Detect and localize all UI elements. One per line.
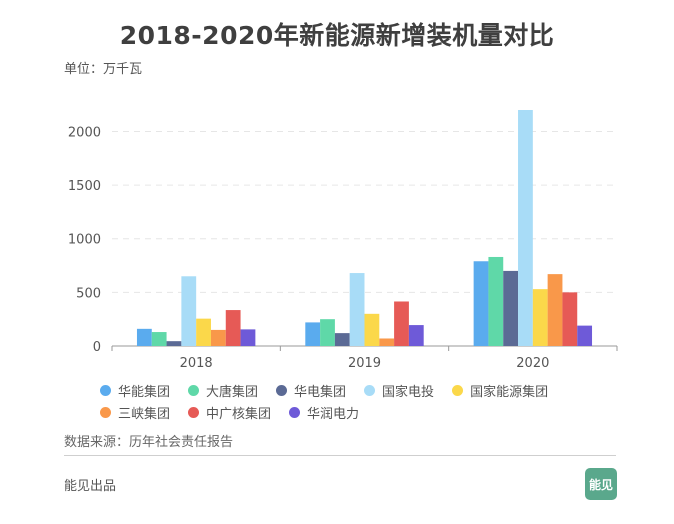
- legend-swatch: [188, 384, 200, 396]
- legend-label: 华润电力: [307, 406, 360, 422]
- bar: [240, 329, 256, 346]
- legend-item: 国家能源集团: [452, 381, 549, 400]
- bar: [151, 332, 167, 346]
- bar: [503, 270, 519, 346]
- bar: [136, 328, 152, 346]
- bar: [408, 325, 424, 346]
- legend-swatch: [100, 384, 111, 396]
- bar: [518, 110, 533, 346]
- bar-chart: 0 500 1000 1500 2000 2018 2019 2020: [68, 110, 618, 371]
- y-tick-label: 1500: [68, 179, 101, 194]
- legend-item: 国家电投: [364, 381, 435, 400]
- bar: [488, 256, 504, 346]
- bar: [334, 333, 350, 346]
- brand-logo: 能见: [585, 468, 617, 500]
- logo-text: 能见: [588, 477, 613, 492]
- bar: [577, 325, 593, 346]
- bar: [196, 318, 211, 346]
- bar: [225, 310, 241, 346]
- legend-swatch: [289, 406, 301, 418]
- legend-label: 大唐集团: [206, 384, 259, 400]
- legend-item: 华润电力: [289, 403, 360, 422]
- legend-label: 华电集团: [294, 384, 347, 400]
- legend-label: 三峡集团: [118, 406, 171, 422]
- legend-label: 国家电投: [382, 384, 435, 400]
- legend-swatch: [276, 384, 288, 396]
- legend-swatch: [100, 406, 111, 418]
- legend-label: 中广核集团: [206, 406, 272, 422]
- bar: [349, 273, 365, 346]
- y-tick-label: 2000: [68, 125, 101, 140]
- y-tick-label: 0: [93, 340, 101, 355]
- legend-swatch: [452, 384, 464, 396]
- data-source: 数据来源：历年社会责任报告: [64, 435, 234, 450]
- y-tick-label: 500: [76, 286, 101, 301]
- bar: [320, 319, 335, 346]
- bar: [210, 329, 226, 346]
- bar: [166, 341, 182, 346]
- legend-item: 华能集团: [100, 381, 171, 400]
- bar: [394, 301, 409, 346]
- y-tick-label: 1000: [68, 233, 101, 248]
- bar: [547, 274, 563, 346]
- legend-item: 中广核集团: [188, 403, 272, 422]
- divider: [64, 455, 616, 456]
- x-tick-label: 2019: [348, 356, 381, 371]
- unit-label: 单位：万千瓦: [64, 62, 143, 77]
- bar: [562, 292, 578, 346]
- bar: [305, 322, 321, 346]
- x-tick-label: 2020: [516, 356, 549, 371]
- chart-title: 2018-2020年新能源新增装机量对比: [119, 21, 555, 50]
- bar: [532, 289, 548, 346]
- legend-label: 华能集团: [118, 384, 171, 400]
- brand-label: 能见出品: [64, 479, 117, 494]
- bar: [379, 338, 395, 346]
- legend: 华能集团 大唐集团 华电集团 国家电投 国家能源集团三峡集团 中广核集团 华润电力: [100, 381, 620, 422]
- legend-item: 大唐集团: [188, 381, 259, 400]
- legend-swatch: [188, 406, 200, 418]
- legend-item: 三峡集团: [100, 403, 171, 422]
- legend-label: 国家能源集团: [470, 384, 549, 400]
- bar: [473, 261, 489, 346]
- x-tick-label: 2018: [180, 356, 213, 371]
- legend-swatch: [364, 384, 376, 396]
- legend-item: 华电集团: [276, 381, 347, 400]
- bar: [364, 313, 380, 346]
- bar: [181, 276, 197, 346]
